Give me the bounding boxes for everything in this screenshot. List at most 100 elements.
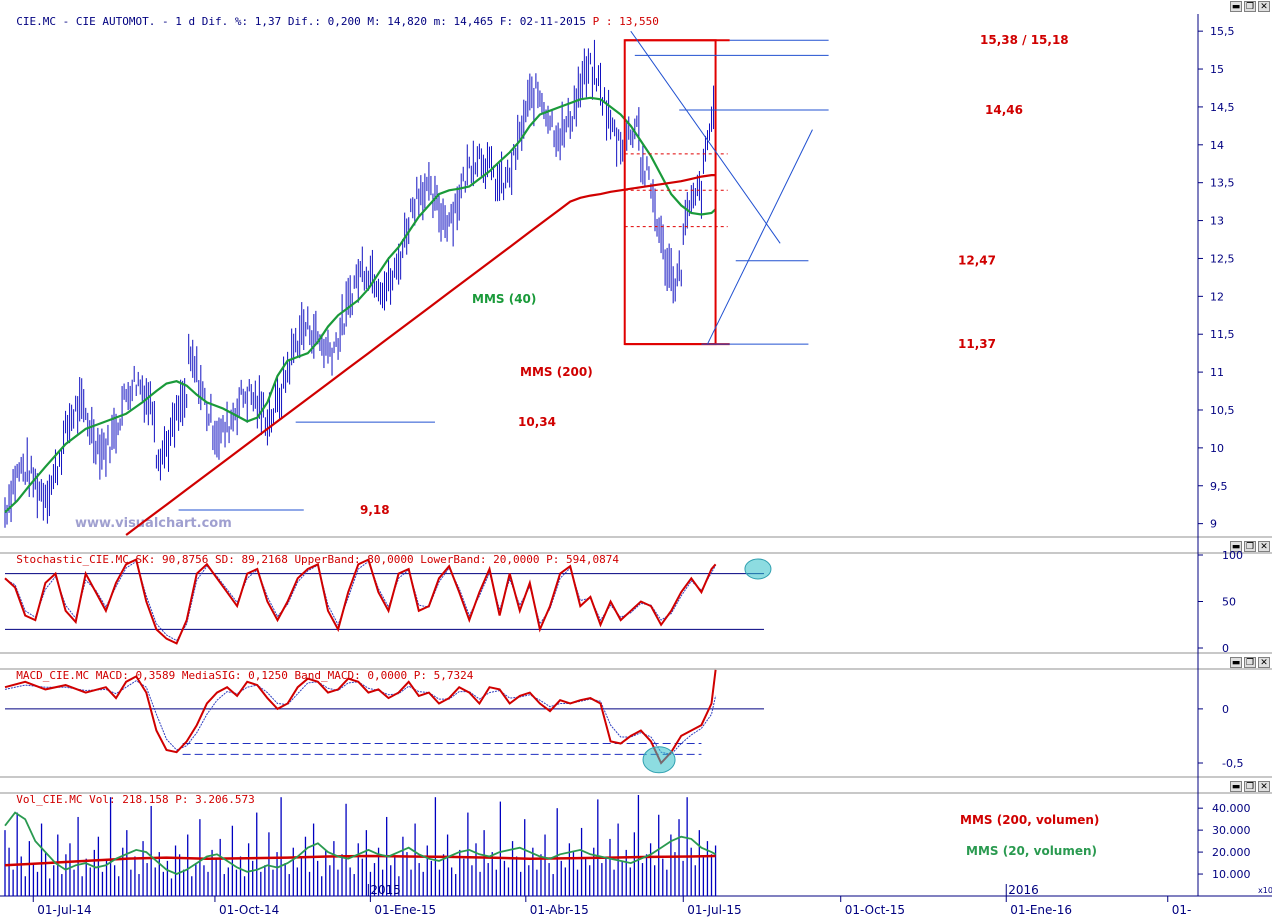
stoch-lb-label: LowerBand:: [420, 553, 487, 566]
y-tick-label: 13: [1210, 215, 1224, 228]
minimize-button[interactable]: ▬: [1230, 1, 1242, 12]
vol-label: Vol_CIE.MC: [16, 793, 83, 806]
y-tick-label: 14,5: [1210, 101, 1235, 114]
stoch-sk-label: SK:: [135, 553, 156, 566]
stoch-ub: 80,0000: [367, 553, 414, 566]
downtrend-line: [630, 30, 781, 244]
minimize-button[interactable]: ▬: [1230, 781, 1242, 792]
year-marker-label: 2015: [370, 883, 401, 897]
ma-label: MMS (200): [520, 365, 593, 379]
macd-panel-header: MACD_CIE.MC MACD: 0,3589 MediaSIG: 0,125…: [3, 655, 473, 682]
price-min-label: m:: [433, 15, 447, 28]
macd-band: 0,0000: [367, 669, 408, 682]
vol-vol-label: Vol:: [89, 793, 116, 806]
y-tick-label: 10.000: [1212, 868, 1251, 881]
price-dif-label: Dif.:: [287, 15, 321, 28]
macd-panel-buttons: ▬ ❐ ✕: [1230, 657, 1270, 668]
y-tick-label: 9,5: [1210, 480, 1228, 493]
restore-button[interactable]: ❐: [1244, 657, 1256, 668]
restore-button[interactable]: ❐: [1244, 781, 1256, 792]
close-button[interactable]: ✕: [1258, 541, 1270, 552]
volume-ma-label: MMS (200, volumen): [960, 813, 1099, 827]
x-tick-label: 01-: [1172, 903, 1192, 917]
y-tick-label: 9: [1210, 518, 1217, 531]
price-p: 13,550: [619, 15, 659, 28]
level-label: 10,34: [518, 415, 556, 429]
y-tick-label: 12,5: [1210, 252, 1235, 265]
price-symbol: CIE.MC: [16, 15, 56, 28]
year-marker-label: 2016: [1008, 883, 1039, 897]
y-tick-label: 14: [1210, 139, 1224, 152]
y-tick-label: 11: [1210, 366, 1224, 379]
stoch-p-label: P:: [546, 553, 560, 566]
y-tick-label: -0,5: [1222, 757, 1243, 770]
macd-label: MACD_CIE.MC: [16, 669, 90, 682]
price-dif-pct-label: Dif. %:: [201, 15, 249, 28]
stoch-sd: 89,2168: [241, 553, 288, 566]
y-tick-label: 20.000: [1212, 846, 1251, 859]
x-tick-label: 01-Abr-15: [530, 903, 589, 917]
price-date-label: F:: [499, 15, 514, 28]
y-tick-label: 15,5: [1210, 25, 1235, 38]
volume-ma-label: MMS (20, volumen): [966, 844, 1097, 858]
volume-ma-line-1: [4, 811, 717, 875]
x-tick-label: 01-Oct-14: [219, 903, 279, 917]
x-tick-label: 01-Ene-15: [374, 903, 436, 917]
close-button[interactable]: ✕: [1258, 1, 1270, 12]
macd-macd-label: MACD:: [95, 669, 129, 682]
level-label: 15,38 / 15,18: [980, 33, 1069, 47]
volume-scale-note: x10: [1258, 886, 1272, 895]
price-p-label: P :: [592, 15, 613, 28]
price-panel-header: CIE.MC - CIE AUTOMOT. - 1 d Dif. %: 1,37…: [16, 15, 659, 28]
macd-macd: 0,3589: [135, 669, 176, 682]
stochastic-panel-header: Stochastic_CIE.MC SK: 90,8756 SD: 89,216…: [3, 539, 619, 566]
level-label: 11,37: [958, 337, 996, 351]
x-tick-label: 01-Oct-15: [845, 903, 905, 917]
stochastic-highlight: [744, 558, 772, 580]
stoch-label: Stochastic_CIE.MC: [16, 553, 129, 566]
volume-bars: [4, 795, 717, 896]
x-tick-label: 01-Ene-16: [1010, 903, 1072, 917]
price-min: 14,465: [453, 15, 494, 28]
stoch-lb: 20,0000: [493, 553, 540, 566]
ma-label: MMS (40): [472, 292, 536, 306]
restore-button[interactable]: ❐: [1244, 1, 1256, 12]
price-name: CIE AUTOMOT.: [75, 15, 156, 28]
x-tick-label: 01-Jul-14: [37, 903, 91, 917]
y-tick-label: 30.000: [1212, 824, 1251, 837]
restore-button[interactable]: ❐: [1244, 541, 1256, 552]
price-bars: [4, 39, 717, 528]
volume-panel-header: Vol_CIE.MC Vol: 218.158 P: 3.206.573: [3, 779, 254, 806]
volume-ma-line-0: [4, 854, 716, 867]
minimize-button[interactable]: ▬: [1230, 657, 1242, 668]
price-max-label: M:: [367, 15, 381, 28]
price-panel-buttons: ▬ ❐ ✕: [1230, 1, 1270, 12]
y-tick-label: 15: [1210, 63, 1224, 76]
stoch-p: 594,0874: [566, 553, 619, 566]
macd-line-1: [4, 680, 717, 755]
stochastic-panel-buttons: ▬ ❐ ✕: [1230, 541, 1270, 552]
watermark-text: www.visualchart.com: [75, 516, 232, 531]
y-tick-label: 0: [1222, 703, 1229, 716]
y-tick-label: 40.000: [1212, 802, 1251, 815]
vol-vol: 218.158: [122, 793, 169, 806]
stoch-ub-label: UpperBand:: [294, 553, 361, 566]
close-button[interactable]: ✕: [1258, 781, 1270, 792]
y-tick-label: 10,5: [1210, 404, 1235, 417]
y-tick-label: 50: [1222, 596, 1236, 609]
vol-p: 3.206.573: [195, 793, 255, 806]
macd-p-label: P:: [413, 669, 427, 682]
stochastic-line-0: [4, 558, 717, 645]
level-label: 12,47: [958, 254, 996, 268]
price-ma-line-0: [4, 96, 717, 514]
y-tick-label: 100: [1222, 549, 1243, 562]
minimize-button[interactable]: ▬: [1230, 541, 1242, 552]
price-ma-line-1: [125, 174, 716, 536]
close-button[interactable]: ✕: [1258, 657, 1270, 668]
stochastic-line-1: [4, 560, 717, 642]
price-date: 02-11-2015: [519, 15, 586, 28]
price-dif-pct: 1,37: [254, 15, 282, 28]
y-tick-label: 0: [1222, 642, 1229, 655]
macd-sig-label: MediaSIG:: [181, 669, 242, 682]
